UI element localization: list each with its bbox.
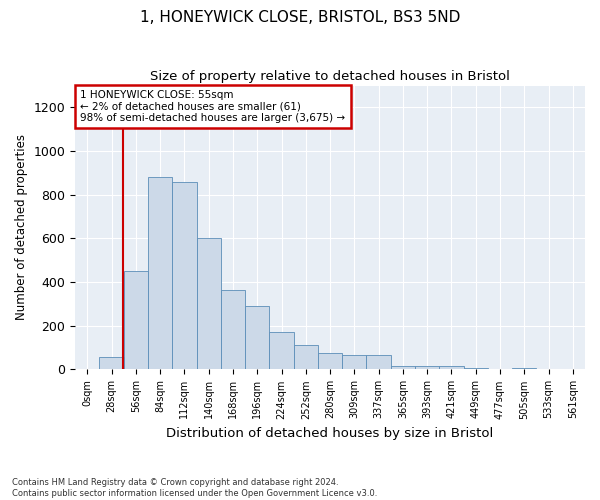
Bar — [415, 366, 439, 370]
Bar — [124, 271, 148, 370]
Bar — [318, 353, 342, 370]
Bar — [197, 238, 221, 370]
Title: Size of property relative to detached houses in Bristol: Size of property relative to detached ho… — [150, 70, 510, 83]
Bar — [172, 182, 197, 370]
Text: 1, HONEYWICK CLOSE, BRISTOL, BS3 5ND: 1, HONEYWICK CLOSE, BRISTOL, BS3 5ND — [140, 10, 460, 25]
Bar — [391, 366, 415, 370]
Y-axis label: Number of detached properties: Number of detached properties — [15, 134, 28, 320]
Bar — [367, 355, 391, 370]
Bar — [148, 178, 172, 370]
Bar — [342, 355, 367, 370]
Bar — [512, 368, 536, 370]
Bar — [439, 366, 464, 370]
Bar — [221, 290, 245, 370]
X-axis label: Distribution of detached houses by size in Bristol: Distribution of detached houses by size … — [166, 427, 494, 440]
Text: Contains HM Land Registry data © Crown copyright and database right 2024.
Contai: Contains HM Land Registry data © Crown c… — [12, 478, 377, 498]
Bar — [100, 358, 124, 370]
Bar — [293, 346, 318, 370]
Bar — [464, 368, 488, 370]
Text: 1 HONEYWICK CLOSE: 55sqm
← 2% of detached houses are smaller (61)
98% of semi-de: 1 HONEYWICK CLOSE: 55sqm ← 2% of detache… — [80, 90, 346, 123]
Bar — [75, 368, 100, 370]
Bar — [269, 332, 293, 370]
Bar — [245, 306, 269, 370]
